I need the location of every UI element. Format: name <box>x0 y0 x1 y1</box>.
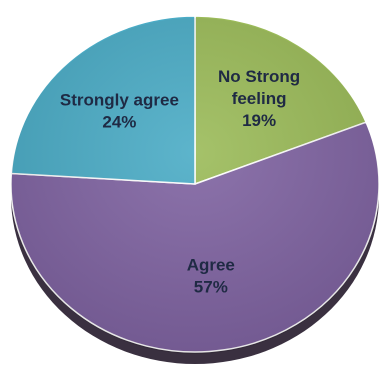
slice-label-line: No Strong <box>218 67 300 86</box>
pie-labels: No Strong feeling 19% Agree 57% Strongly agre… <box>60 67 300 296</box>
slice-value-text: 24% <box>102 113 136 132</box>
pie-slices <box>10 15 379 353</box>
slice-label-line: Strongly agree <box>60 91 179 110</box>
slice-value-text: 19% <box>242 111 276 130</box>
slice-label-1: No Strong feeling 19% <box>218 67 300 130</box>
slice-label-line: Agree <box>187 255 235 274</box>
slice-label-line: feeling <box>232 89 287 108</box>
slice-value-text: 57% <box>194 277 228 296</box>
slice-label-3: Strongly agree 24% <box>60 91 179 132</box>
slice-label-2: Agree 57% <box>187 255 235 296</box>
